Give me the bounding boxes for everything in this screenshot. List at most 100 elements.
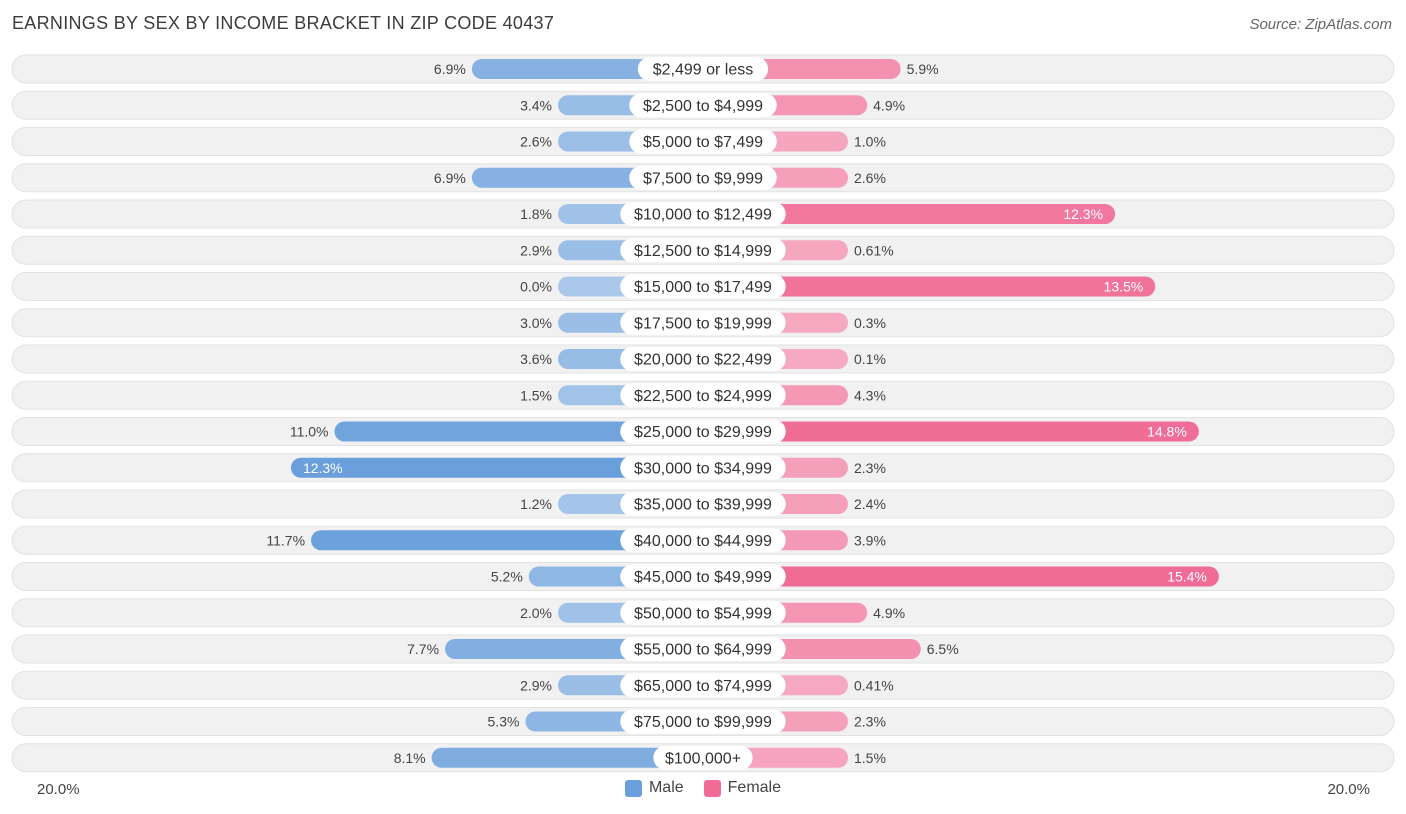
value-label-male: 11.7% — [266, 532, 305, 548]
bar-row: $2,500 to $4,999 3.4% 4.9% — [11, 90, 1395, 120]
category-label-bg — [620, 492, 786, 516]
category-label-bg — [620, 455, 786, 480]
axis-left-label: 20.0% — [37, 781, 80, 798]
category-label-bg — [637, 57, 769, 81]
category-label: $65,000 to $74,999 — [634, 678, 772, 695]
category-label-bg — [620, 637, 786, 661]
value-label-female: 4.3% — [854, 387, 886, 403]
bar-row: $25,000 to $29,999 11.0% 14.8% — [11, 417, 1395, 446]
value-label-female: 3.9% — [854, 532, 886, 548]
chart-area: $2,499 or less 6.9% 5.9% $2,500 to $4,999 3.… — [11, 54, 1395, 773]
value-label-female: 4.9% — [873, 605, 905, 621]
category-label-bg — [620, 528, 786, 553]
value-label-female: 1.0% — [854, 134, 886, 150]
category-label: $25,000 to $29,999 — [634, 424, 772, 441]
bar-female — [703, 204, 1116, 224]
bar-female — [703, 566, 1219, 587]
bar-row: $40,000 to $44,999 11.7% 3.9% — [11, 525, 1395, 555]
value-label-male: 2.0% — [520, 605, 552, 621]
category-label-bg — [620, 238, 786, 263]
legend-item-female: Female — [703, 779, 782, 797]
value-label-female: 2.3% — [854, 460, 886, 476]
category-label: $40,000 to $44,999 — [634, 533, 772, 550]
value-label-female: 1.5% — [854, 750, 886, 766]
value-label-female: 2.6% — [854, 170, 886, 186]
category-label: $30,000 to $34,999 — [634, 460, 772, 477]
category-label: $50,000 to $54,999 — [634, 605, 772, 622]
value-label-male: 2.9% — [520, 242, 552, 258]
value-label-male: 8.1% — [394, 750, 426, 766]
value-label-male: 5.2% — [491, 569, 523, 585]
value-label-female: 15.4% — [1167, 569, 1207, 585]
bar-row: $15,000 to $17,499 0.0% 13.5% — [11, 272, 1395, 301]
category-label-bg — [620, 709, 786, 734]
bar-row: $75,000 to $99,999 5.3% 2.3% — [11, 707, 1395, 736]
bar-male — [431, 747, 703, 768]
category-label: $12,500 to $14,999 — [634, 243, 772, 260]
value-label-male: 1.8% — [520, 206, 552, 222]
bar-row: $7,500 to $9,999 6.9% 2.6% — [11, 163, 1395, 193]
value-label-male: 1.2% — [520, 496, 552, 512]
bar-female — [703, 421, 1199, 442]
category-label-bg — [620, 202, 786, 226]
category-label-bg — [629, 165, 777, 190]
value-label-male: 2.6% — [520, 134, 552, 150]
value-label-female: 0.61% — [854, 242, 894, 258]
value-label-female: 12.3% — [1063, 206, 1103, 222]
bar-male — [290, 457, 703, 478]
value-label-male: 3.4% — [520, 97, 552, 113]
value-label-female: 4.9% — [873, 97, 905, 113]
value-label-male: 0.0% — [520, 279, 552, 295]
value-label-male: 3.0% — [520, 315, 552, 331]
bar-row: $10,000 to $12,499 1.8% 12.3% — [11, 199, 1395, 229]
bar-male — [311, 530, 703, 551]
category-label-bg — [620, 419, 786, 444]
category-label: $5,000 to $7,499 — [643, 134, 763, 151]
legend: Male Female — [0, 779, 1406, 797]
category-label-bg — [653, 745, 753, 770]
category-label-bg — [620, 600, 786, 625]
category-label: $2,499 or less — [653, 62, 754, 79]
category-label: $35,000 to $39,999 — [634, 497, 772, 514]
category-label: $10,000 to $12,499 — [634, 207, 772, 224]
bar-row: $100,000+ 8.1% 1.5% — [11, 743, 1395, 773]
category-label: $100,000+ — [665, 750, 741, 767]
value-label-female: 0.41% — [854, 677, 894, 693]
axis-right-label: 20.0% — [1327, 781, 1370, 798]
category-label: $75,000 to $99,999 — [634, 714, 772, 731]
category-label-bg — [629, 129, 777, 154]
value-label-male: 1.5% — [520, 387, 552, 403]
bar-row: $22,500 to $24,999 1.5% 4.3% — [11, 380, 1395, 410]
category-label: $20,000 to $22,499 — [634, 352, 772, 369]
legend-label-male: Male — [648, 779, 684, 796]
category-label: $7,500 to $9,999 — [643, 170, 763, 187]
value-label-female: 2.3% — [854, 714, 886, 730]
value-label-female: 6.5% — [927, 641, 959, 657]
category-label-bg — [620, 383, 786, 408]
category-label-bg — [620, 347, 786, 371]
bar-row: $35,000 to $39,999 1.2% 2.4% — [11, 489, 1395, 519]
category-label: $2,500 to $4,999 — [643, 98, 763, 115]
value-label-female: 0.3% — [854, 315, 886, 331]
category-label: $45,000 to $49,999 — [634, 569, 772, 586]
value-label-female: 2.4% — [854, 496, 886, 512]
category-label: $22,500 to $24,999 — [634, 388, 772, 405]
bar-row: $17,500 to $19,999 3.0% 0.3% — [11, 308, 1395, 338]
bar-row: $2,499 or less 6.9% 5.9% — [11, 54, 1395, 84]
value-label-male: 2.9% — [520, 677, 552, 693]
value-label-male: 6.9% — [434, 170, 466, 186]
legend-swatch-male — [624, 779, 642, 797]
chart-title: EARNINGS BY SEX BY INCOME BRACKET IN ZIP… — [12, 13, 555, 33]
legend-label-female: Female — [727, 779, 782, 796]
value-label-female: 5.9% — [907, 61, 939, 77]
value-label-male: 12.3% — [303, 460, 343, 476]
bar-female — [703, 276, 1156, 297]
bar-row: $50,000 to $54,999 2.0% 4.9% — [11, 598, 1395, 628]
value-label-male: 6.9% — [434, 61, 466, 77]
bar-row: $20,000 to $22,499 3.6% 0.1% — [11, 344, 1395, 374]
bar-row: $55,000 to $64,999 7.7% 6.5% — [11, 634, 1395, 664]
value-label-female: 14.8% — [1147, 424, 1187, 440]
value-label-female: 0.1% — [854, 351, 886, 367]
bar-row: $45,000 to $49,999 5.2% 15.4% — [11, 562, 1395, 591]
value-label-male: 11.0% — [290, 424, 329, 440]
